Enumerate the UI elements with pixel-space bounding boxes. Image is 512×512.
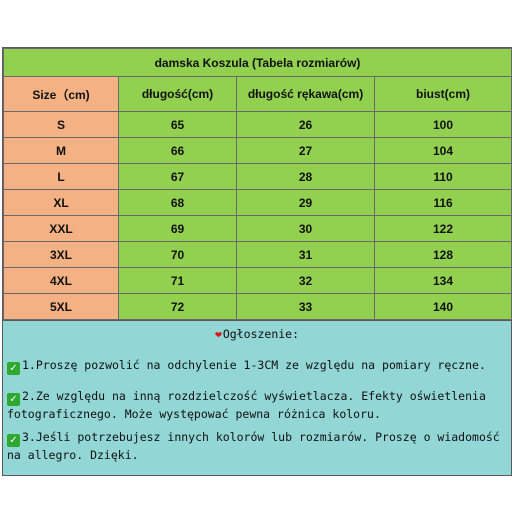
sleeve-cell: 28 [236,163,375,190]
table-title-row: damska Koszula (Tabela rozmiarów) [2,48,512,77]
notice-item: ✓ 2.Ze względu na inną rozdzielczość wyśw… [7,388,507,423]
sleeve-cell: 30 [236,215,375,242]
size-table: damska Koszula (Tabela rozmiarów) Size（c… [2,48,512,320]
check-icon: ✓ [7,434,20,447]
notice-item-text: 1.Proszę pozwolić na odchylenie 1-3CM ze… [22,358,486,372]
bust-cell: 110 [373,163,512,190]
check-icon: ✓ [7,362,20,375]
length-cell: 70 [118,241,237,268]
bust-cell: 134 [373,267,512,294]
length-cell: 67 [118,163,237,190]
size-cell: L [3,163,119,190]
table-row: 4XL 71 32 134 [3,267,512,294]
bust-cell: 122 [373,215,512,242]
sleeve-cell: 33 [236,293,375,320]
sleeve-cell: 29 [236,189,375,216]
sleeve-cell: 32 [236,267,375,294]
header-sleeve-length: długość rękawa(cm) [236,76,375,112]
length-cell: 68 [118,189,237,216]
header-bust: biust(cm) [373,76,512,112]
length-cell: 71 [118,267,237,294]
table-title: damska Koszula (Tabela rozmiarów) [2,48,512,77]
table-body: S 65 26 100 M 66 27 104 L 67 28 110 XL 68 29 116 XXL 69 30… [3,111,512,320]
size-cell: M [3,137,119,164]
notice-item-text: 2.Ze względu na inną rozdzielczość wyświ… [7,389,486,421]
check-icon: ✓ [7,393,20,406]
table-row: M 66 27 104 [3,137,512,164]
length-cell: 65 [118,111,237,138]
size-cell: 4XL [3,267,119,294]
length-cell: 66 [118,137,237,164]
notice-item: ✓ 3.Jeśli potrzebujesz innych kolorów lub… [7,429,507,464]
header-length: długość(cm) [118,76,237,112]
bust-cell: 100 [373,111,512,138]
table-row: S 65 26 100 [3,111,512,138]
size-cell: XXL [3,215,119,242]
table-row: XL 68 29 116 [3,189,512,216]
sleeve-cell: 27 [236,137,375,164]
header-size: Size（cm) [3,76,119,112]
notice-item: ✓ 1.Proszę pozwolić na odchylenie 1-3CM z… [7,357,507,375]
size-chart-frame: damska Koszula (Tabela rozmiarów) Size（c… [2,47,512,476]
notice-title: ❤Ogłoszenie: [3,327,511,341]
notice-panel: ❤Ogłoszenie: ✓ 1.Proszę pozwolić na odchy… [3,320,511,475]
bust-cell: 140 [373,293,512,320]
bust-cell: 116 [373,189,512,216]
table-row: L 67 28 110 [3,163,512,190]
notice-item-text: 3.Jeśli potrzebujesz innych kolorów lub … [7,430,500,462]
size-cell: XL [3,189,119,216]
bust-cell: 128 [373,241,512,268]
heart-icon: ❤ [214,327,222,341]
bust-cell: 104 [373,137,512,164]
size-cell: 5XL [3,293,119,320]
table-row: 3XL 70 31 128 [3,241,512,268]
length-cell: 69 [118,215,237,242]
table-row: XXL 69 30 122 [3,215,512,242]
size-cell: S [3,111,119,138]
notice-title-text: Ogłoszenie: [222,327,300,341]
length-cell: 72 [118,293,237,320]
size-cell: 3XL [3,241,119,268]
table-row: 5XL 72 33 140 [3,293,512,320]
header-row: Size（cm) długość(cm) długość rękawa(cm) … [3,76,512,112]
sleeve-cell: 31 [236,241,375,268]
sleeve-cell: 26 [236,111,375,138]
